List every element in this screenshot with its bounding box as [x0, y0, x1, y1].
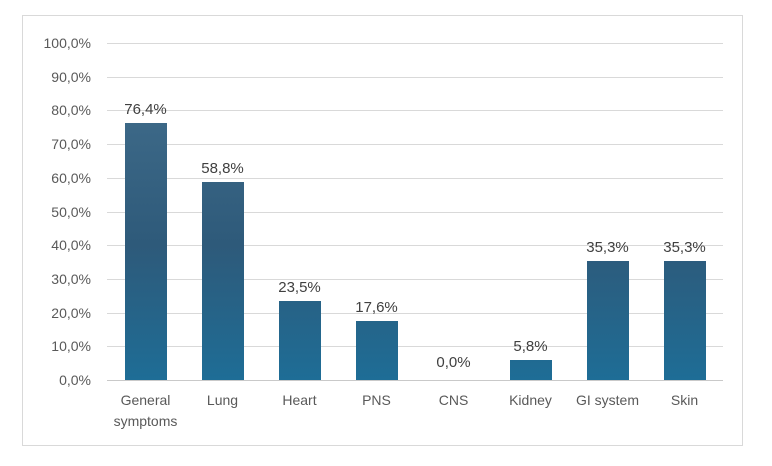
x-axis-category-label: Kidney: [509, 392, 552, 408]
bar-data-label: 0,0%: [436, 354, 471, 371]
x-axis-line: [107, 380, 723, 381]
y-axis-tick-label: 40,0%: [51, 237, 91, 253]
bar[interactable]: [663, 261, 706, 380]
y-axis-tick-label: 70,0%: [51, 136, 91, 152]
category-slot: 35,3%: [569, 43, 646, 380]
y-axis-tick-label: 10,0%: [51, 338, 91, 354]
bar[interactable]: [278, 301, 321, 380]
bar[interactable]: [355, 321, 398, 380]
category-slot: 58,8%: [184, 43, 261, 380]
y-axis-tick-label: 30,0%: [51, 271, 91, 287]
gridline: [107, 144, 723, 145]
category-slot: 0,0%: [415, 43, 492, 380]
y-axis-tick-label: 80,0%: [51, 102, 91, 118]
gridline: [107, 77, 723, 78]
gridline: [107, 313, 723, 314]
y-axis-tick-label: 90,0%: [51, 69, 91, 85]
x-axis-category-label: CNS: [438, 392, 469, 408]
category-slot: 35,3%: [646, 43, 723, 380]
y-axis-tick-label: 0,0%: [59, 372, 91, 388]
category-slot: 5,8%: [492, 43, 569, 380]
gridline: [107, 346, 723, 347]
gridline: [107, 110, 723, 111]
y-axis-tick-label: 50,0%: [51, 204, 91, 220]
bar-data-label: 35,3%: [586, 239, 629, 256]
bar-data-label: 23,5%: [278, 279, 321, 296]
bar-chart[interactable]: 76,4% 58,8% 23,5% 17,6% 0,0% 5,8% 35,3% 35,3% 1…: [22, 15, 743, 446]
category-slot: 17,6%: [338, 43, 415, 380]
bar[interactable]: [586, 261, 629, 380]
plot-area: 76,4% 58,8% 23,5% 17,6% 0,0% 5,8% 35,3% 35,3%: [107, 43, 723, 381]
bar[interactable]: [124, 123, 167, 380]
gridline: [107, 178, 723, 179]
x-axis-category-label: Heart: [282, 392, 317, 408]
x-axis-category-label: Skin: [670, 392, 699, 408]
x-axis-category-label: GI system: [575, 392, 639, 408]
y-axis-tick-label: 100,0%: [43, 35, 91, 51]
gridline: [107, 43, 723, 44]
bar[interactable]: [509, 360, 552, 380]
bar-data-label: 76,4%: [124, 101, 167, 118]
bar-data-label: 17,6%: [355, 299, 398, 316]
x-axis-category-label: General symptoms: [113, 392, 178, 429]
x-axis-category-label: PNS: [362, 392, 391, 408]
bar-data-label: 35,3%: [663, 239, 706, 256]
bar[interactable]: [201, 182, 244, 380]
gridline: [107, 279, 723, 280]
x-axis-category-label: Lung: [206, 392, 239, 408]
category-slot: 23,5%: [261, 43, 338, 380]
bar-data-label: 58,8%: [201, 160, 244, 177]
y-axis-tick-label: 20,0%: [51, 305, 91, 321]
gridline: [107, 212, 723, 213]
gridline: [107, 245, 723, 246]
category-slot: 76,4%: [107, 43, 184, 380]
y-axis-tick-label: 60,0%: [51, 170, 91, 186]
bar-data-label: 5,8%: [513, 338, 548, 355]
